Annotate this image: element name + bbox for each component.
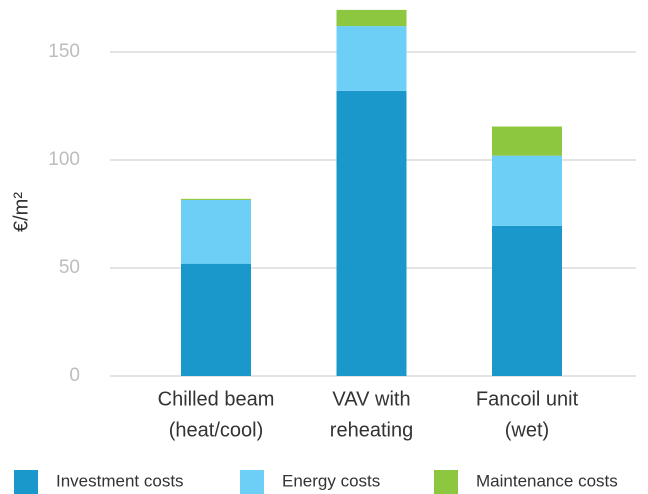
legend-label: Maintenance costs [476, 471, 618, 490]
legend-swatch [434, 470, 458, 494]
x-tick-label: (heat/cool) [169, 419, 264, 441]
legend-swatch [14, 470, 38, 494]
bar-segment [181, 263, 251, 376]
bar-segment [336, 90, 407, 376]
bar-segment [492, 155, 562, 226]
legend-swatch [240, 470, 264, 494]
bar-segment [492, 225, 562, 376]
x-tick-label: (wet) [505, 419, 549, 441]
y-tick-label: 50 [59, 257, 80, 278]
x-tick-label: reheating [330, 419, 413, 441]
y-tick-label: 150 [48, 41, 80, 62]
bar-segment [492, 126, 562, 156]
bar-segment [336, 26, 407, 91]
y-tick-label: 100 [48, 149, 80, 170]
x-tick-label: VAV with [332, 388, 410, 410]
bar-segment [181, 198, 251, 200]
bar-segment [181, 199, 251, 264]
x-tick-label: Fancoil unit [476, 388, 579, 410]
y-tick-label: 0 [69, 365, 80, 386]
x-tick-label: Chilled beam [158, 388, 275, 410]
y-axis-label: €/m² [10, 192, 32, 232]
legend-label: Investment costs [56, 471, 184, 490]
legend-label: Energy costs [282, 471, 380, 490]
bar-segment [336, 9, 407, 27]
